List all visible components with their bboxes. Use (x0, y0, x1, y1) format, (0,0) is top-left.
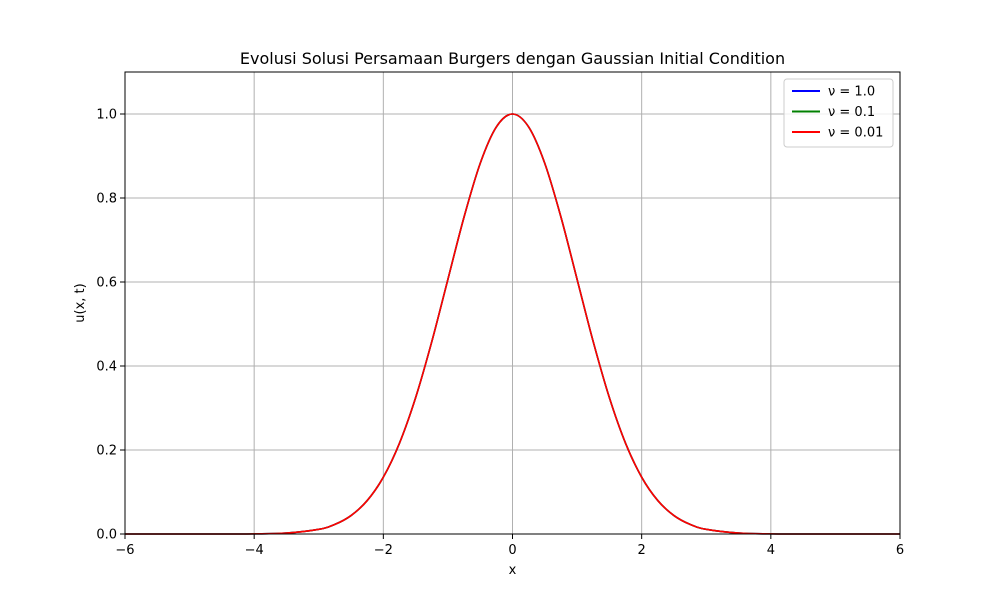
x-tick-label: 0 (508, 543, 516, 558)
x-axis-label: x (509, 563, 517, 578)
y-tick-label: 0.4 (96, 360, 117, 375)
legend-label-1: ν = 1.0 (828, 85, 875, 100)
series-lines (124, 113, 900, 535)
y-tick-label: 0.2 (96, 444, 117, 459)
x-tick-label: −4 (245, 543, 264, 558)
legend-label-2: ν = 0.1 (828, 105, 875, 120)
legend: ν = 1.0 ν = 0.1 ν = 0.01 (783, 78, 894, 148)
legend-box (783, 78, 894, 148)
y-tick-label: 0.6 (96, 276, 117, 291)
x-tick-label: 4 (767, 543, 775, 558)
x-tick-label: −2 (374, 543, 393, 558)
legend-label-3: ν = 0.01 (828, 126, 883, 141)
x-tick-label: 6 (896, 543, 904, 558)
y-axis-label: u(x, t) (73, 283, 88, 322)
y-tick-label: 0.8 (96, 192, 117, 207)
y-tick-label: 1.0 (96, 108, 117, 123)
y-tick-label: 0.0 (96, 528, 117, 543)
x-tick-label: −6 (115, 543, 134, 558)
chart-title: Evolusi Solusi Persamaan Burgers dengan … (240, 49, 785, 68)
series-line-3 (124, 113, 900, 535)
x-tick-label: 2 (638, 543, 646, 558)
axis-ticks: −6 −4 −2 0 2 4 6 0.0 0.2 0.4 0.6 0.8 1.0 (96, 108, 904, 559)
